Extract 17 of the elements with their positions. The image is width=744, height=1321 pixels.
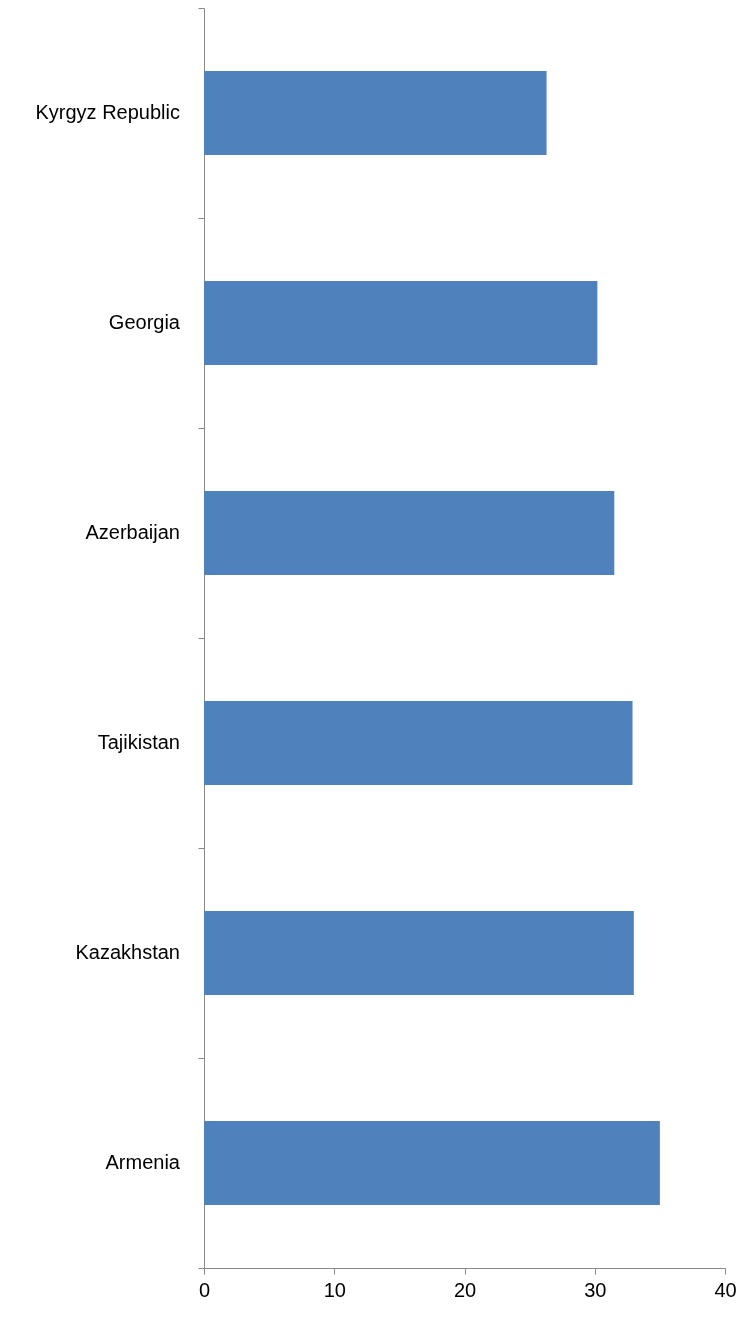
bar	[204, 71, 547, 155]
y-tick-label: Tajikistan	[97, 731, 180, 753]
y-tick-label: Georgia	[108, 311, 181, 333]
bar	[204, 701, 633, 785]
bar	[204, 1121, 660, 1205]
x-tick-label: 40	[714, 1278, 737, 1301]
bar	[204, 491, 615, 575]
x-tick-label: 0	[198, 1278, 211, 1301]
y-tick-label: Kyrgyz Republic	[35, 101, 180, 123]
x-tick-label: 10	[323, 1278, 346, 1301]
y-tick-label: Armenia	[105, 1151, 181, 1173]
y-tick-label: Azerbaijan	[85, 521, 180, 543]
bar	[204, 281, 598, 365]
x-tick-label: 20	[453, 1278, 477, 1301]
bar	[204, 911, 634, 995]
y-tick-label: Kazakhstan	[75, 941, 180, 963]
x-tick-label: 30	[584, 1278, 607, 1301]
